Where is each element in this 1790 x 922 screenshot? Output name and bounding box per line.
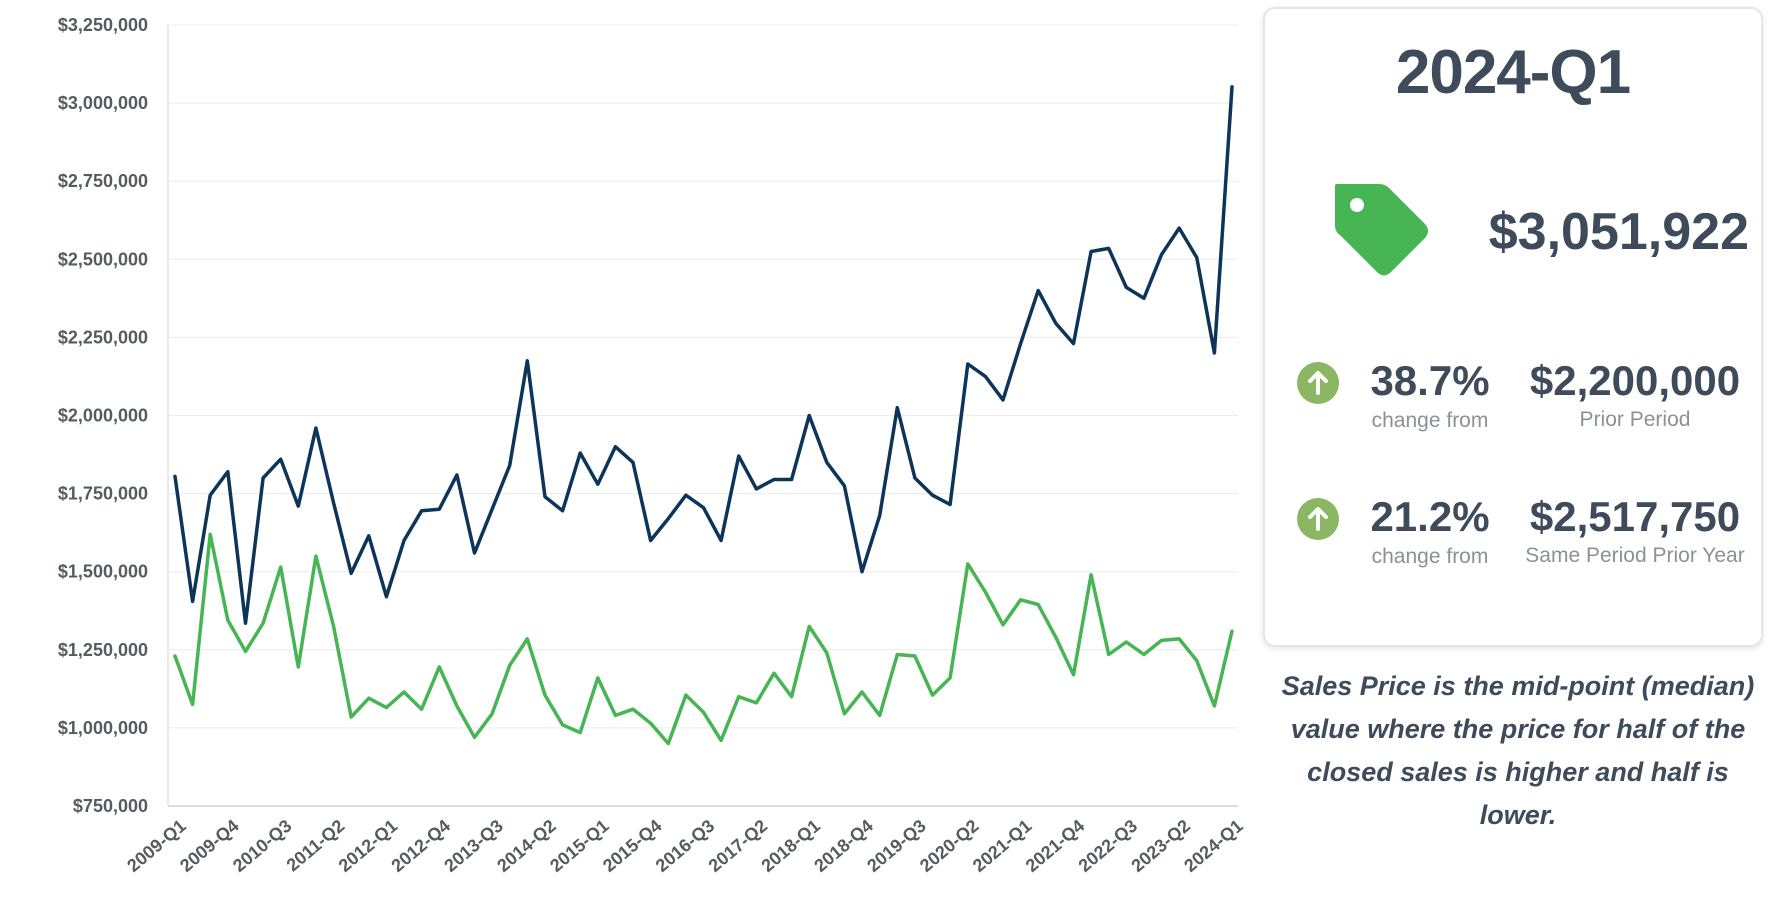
x-tick-label: 2017-Q2 — [705, 816, 772, 876]
median-price: $3,051,922 — [1488, 203, 1749, 261]
compare-value: $2,517,750 — [1529, 493, 1741, 540]
x-tick-label: 2021-Q1 — [969, 816, 1036, 876]
compare-label: Prior Period — [1579, 408, 1691, 431]
change-label: change from — [1371, 545, 1489, 568]
y-tick-label: $3,000,000 — [58, 93, 148, 113]
x-tick-label: 2013-Q3 — [440, 816, 507, 876]
x-tick-label: 2012-Q1 — [335, 816, 402, 876]
x-tick-label: 2009-Q4 — [176, 816, 243, 876]
y-tick-label: $1,750,000 — [58, 484, 148, 504]
x-tick-label: 2014-Q2 — [493, 816, 560, 876]
y-tick-label: $750,000 — [73, 796, 148, 816]
definition-note: Sales Price is the mid-point (median) va… — [1281, 671, 1755, 830]
x-tick-label: 2015-Q4 — [599, 816, 666, 876]
price-tag-icon — [1335, 184, 1428, 276]
y-tick-label: $1,500,000 — [58, 562, 148, 582]
change-percent: 38.7% — [1370, 357, 1490, 404]
change-row-prior-period: 38.7% change from $2,200,000 Prior Perio… — [1265, 349, 1761, 499]
x-tick-label: 2015-Q1 — [546, 816, 613, 876]
y-tick-label: $1,000,000 — [58, 718, 148, 738]
gridlines — [168, 24, 1238, 729]
y-tick-label: $1,250,000 — [58, 640, 148, 660]
x-tick-label: 2024-Q1 — [1180, 816, 1247, 876]
x-tick-label: 2009-Q1 — [123, 816, 190, 876]
x-tick-label: 2012-Q4 — [388, 816, 455, 876]
period-title: 2024-Q1 — [1395, 38, 1631, 107]
x-tick-label: 2023-Q2 — [1127, 816, 1194, 876]
y-axis: $750,000 $1,000,000 $1,250,000 $1,500,000 $1… — [58, 15, 169, 816]
change-percent: 21.2% — [1370, 493, 1490, 540]
series-line-a — [173, 85, 1234, 625]
y-tick-label: $2,000,000 — [58, 406, 148, 426]
x-tick-label: 2010-Q3 — [229, 816, 296, 876]
price-line-chart: $750,000 $1,000,000 $1,250,000 $1,500,000 $1… — [58, 15, 1247, 876]
y-tick-label: $2,250,000 — [58, 327, 148, 347]
x-tick-label: 2021-Q4 — [1022, 816, 1089, 876]
x-tick-label: 2018-Q4 — [810, 816, 877, 876]
change-label: change from — [1371, 409, 1489, 432]
up-arrow-icon — [1297, 362, 1339, 404]
x-tick-label: 2020-Q2 — [916, 816, 983, 876]
x-tick-label: 2019-Q3 — [863, 816, 930, 876]
series-line-b — [173, 532, 1234, 746]
up-arrow-icon — [1297, 498, 1339, 540]
x-tick-label: 2016-Q3 — [652, 816, 719, 876]
y-tick-label: $2,500,000 — [58, 249, 148, 269]
x-tick-label: 2022-Q3 — [1075, 816, 1142, 876]
compare-label: Same Period Prior Year — [1525, 544, 1745, 567]
series-lines — [173, 85, 1234, 746]
x-axis: 2009-Q12009-Q42010-Q32011-Q22012-Q12012-… — [123, 805, 1247, 876]
change-row-same-period: 21.2% change from $2,517,750 Same Period… — [1265, 485, 1761, 635]
y-tick-label: $2,750,000 — [58, 171, 148, 191]
y-tick-label: $3,250,000 — [58, 15, 148, 35]
summary-card: 2024-Q1 $3,051,922 38.7% change from $2,… — [1263, 7, 1763, 647]
compare-value: $2,200,000 — [1529, 357, 1741, 404]
x-tick-label: 2018-Q1 — [757, 816, 824, 876]
